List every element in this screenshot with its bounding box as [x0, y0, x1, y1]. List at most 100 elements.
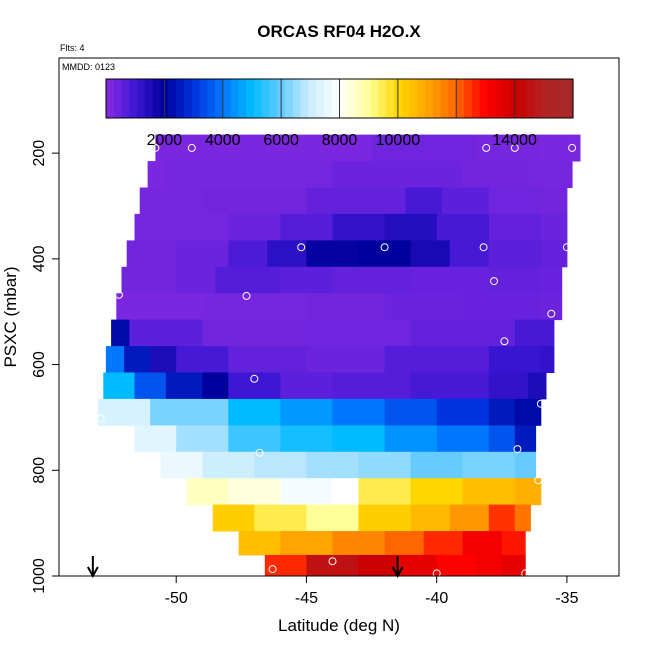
heatmap-cell: [358, 451, 412, 479]
heatmap-cell: [514, 319, 555, 347]
y-tick-label: 600: [31, 351, 48, 378]
sample-point: [562, 243, 571, 252]
colorbar-tick-labels: 2000 4000 6000 8000 10000 14000: [147, 132, 537, 149]
heatmap-cell: [397, 554, 438, 577]
colorbar-cell: [129, 79, 138, 118]
colorbar-cell: [378, 79, 387, 118]
y-axis-label: PSXC (mbar): [1, 266, 20, 367]
heatmap-cell: [124, 346, 151, 373]
heatmap-cell: [462, 161, 529, 188]
heatmap-cell: [176, 425, 229, 453]
colorbar-cell: [137, 79, 146, 118]
heatmap-cell: [332, 478, 359, 506]
heatmap-cell: [176, 266, 216, 294]
heatmap-cell: [488, 187, 542, 215]
heatmap-cell: [475, 554, 503, 577]
heatmap-cell: [540, 293, 563, 321]
heatmap-cell: [103, 372, 136, 400]
colorbar-cell: [440, 79, 450, 118]
heatmap-cell: [540, 266, 563, 294]
heatmap-cell: [189, 134, 372, 162]
heatmap-cell: [155, 134, 190, 162]
colorbar-cell: [292, 79, 302, 118]
heatmap-cell: [306, 240, 359, 268]
colorbar-cell: [362, 79, 372, 118]
colorbar-cell: [269, 79, 278, 118]
heatmap-cell: [488, 213, 542, 241]
heatmap-cell: [488, 425, 516, 453]
heatmap-cell: [514, 398, 542, 426]
heatmap-cell: [384, 531, 425, 556]
colorbar-cell: [417, 79, 426, 118]
heatmap-cell: [501, 554, 526, 577]
heatmap-cell: [436, 554, 477, 577]
heatmap-cell: [176, 240, 229, 268]
heatmap-cell: [527, 372, 547, 400]
sample-point: [380, 243, 389, 252]
colorbar-cell: [502, 79, 512, 118]
y-axis: 200 400 600 800 1000: [31, 140, 59, 594]
heatmap-cell: [121, 266, 177, 294]
colorbar-cell: [347, 79, 356, 118]
heatmap-cell: [280, 372, 333, 400]
heatmap-cell: [405, 187, 443, 215]
colorbar-frame: [105, 78, 574, 119]
heatmap-cell: [358, 240, 412, 268]
colorbar-cell: [464, 79, 473, 118]
colorbar-cell: [152, 79, 162, 118]
colorbar-cell: [308, 79, 317, 118]
heatmap-cell: [212, 504, 255, 532]
heatmap-cell: [160, 451, 203, 479]
heatmap-cell: [371, 134, 477, 162]
sample-point: [242, 291, 251, 300]
heatmap-cell: [134, 372, 167, 400]
heatmap-cell: [358, 478, 412, 506]
colorbar-cell: [557, 79, 566, 118]
heatmap-cell: [410, 504, 451, 532]
heatmap-cell: [254, 451, 307, 479]
colorbar-cell: [456, 79, 465, 118]
heatmap-cell: [280, 213, 333, 241]
heatmap-cell: [462, 293, 542, 321]
sample-points: [96, 143, 577, 578]
heatmap-cell: [147, 161, 167, 188]
colorbar-cell: [479, 79, 488, 118]
sample-point: [151, 143, 160, 152]
sample-point: [328, 557, 337, 566]
sample-point: [513, 445, 522, 454]
colorbar-cell: [106, 79, 115, 118]
heatmap-cell: [202, 372, 229, 400]
heatmap-cell: [514, 478, 542, 506]
heatmap-cell: [98, 398, 151, 426]
heatmap-cell: [488, 398, 516, 426]
heatmap-cell: [306, 504, 359, 532]
plot-border: [58, 57, 620, 577]
colorbar-tick-label: 4000: [205, 132, 241, 149]
colorbar-cell: [534, 79, 543, 118]
heatmap-cell: [514, 425, 537, 453]
heatmap-cell: [475, 134, 542, 162]
heatmap-cell: [306, 451, 359, 479]
sample-point: [268, 565, 277, 574]
heatmap-cell: [332, 425, 386, 453]
heatmap-cell: [202, 293, 307, 321]
sample-point: [187, 143, 196, 152]
colorbar-cell: [471, 79, 481, 118]
sample-point: [114, 290, 123, 299]
heatmap-cell: [332, 213, 386, 241]
colorbar-cell: [487, 79, 496, 118]
heatmap-cell: [462, 451, 516, 479]
heatmap-cell: [488, 504, 516, 532]
colorbar-cell: [113, 79, 123, 118]
colorbar-cell: [355, 79, 364, 118]
heatmap-cell: [514, 504, 531, 532]
heatmap-cell: [280, 531, 333, 556]
heatmap-cell: [215, 266, 281, 294]
x-tick-label: -50: [165, 590, 188, 607]
sample-point: [536, 399, 545, 408]
heatmap-cell: [410, 478, 464, 506]
heatmap-cell: [410, 319, 516, 347]
heatmap-cell: [306, 293, 385, 321]
sample-point: [479, 243, 488, 252]
heatmap-cell: [410, 266, 490, 294]
